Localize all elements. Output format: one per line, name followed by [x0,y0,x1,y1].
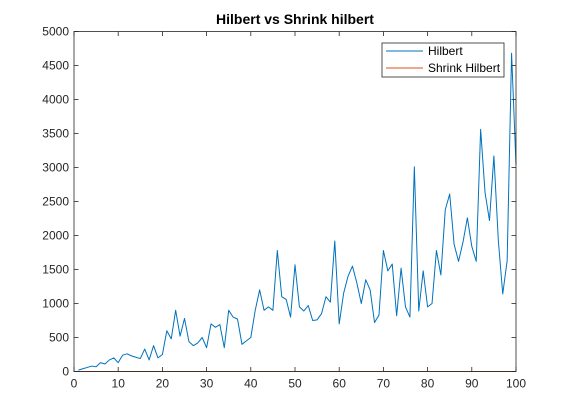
y-tick-label: 3500 [42,127,69,141]
legend: Hilbert Shrink Hilbert [381,42,505,78]
x-tick-label: 50 [288,377,302,391]
chart-title: Hilbert vs Shrink hilbert [216,11,374,27]
x-tick-label: 90 [465,377,479,391]
y-tick-label: 500 [49,331,69,345]
axes-layer: 0 10 20 30 40 50 60 70 80 90 100050010001500200025… [42,25,526,391]
x-tick-label: 80 [421,377,435,391]
series-line-hilbert [78,52,517,371]
legend-box [381,42,505,78]
y-tick-label: 4500 [42,59,69,73]
x-tick-label: 100 [506,377,526,391]
y-tick-label: 2500 [42,195,69,209]
y-tick-label: 1500 [42,263,69,277]
legend-label-shrink-hilbert: Shrink Hilbert [428,61,501,75]
x-tick-label: 30 [200,377,214,391]
x-tick-label: 60 [333,377,347,391]
x-tick-label: 40 [244,377,258,391]
y-tick-label: 4000 [42,93,69,107]
y-tick-label: 3000 [42,161,69,175]
legend-label-hilbert: Hilbert [428,44,463,58]
x-tick-label: 20 [156,377,170,391]
y-tick-label: 2000 [42,229,69,243]
plot-area [74,31,516,372]
x-tick-label: 70 [377,377,391,391]
x-tick-label: 0 [71,377,78,391]
x-tick-label: 10 [112,377,126,391]
y-tick-label: 0 [62,365,69,379]
y-tick-label: 5000 [42,25,69,39]
y-tick-label: 1000 [42,297,69,311]
